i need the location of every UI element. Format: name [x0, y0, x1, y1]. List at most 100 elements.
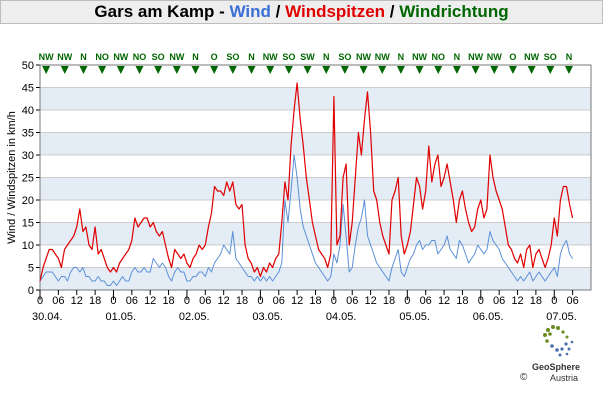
x-tick-label: 06	[199, 295, 211, 307]
direction-label: NW	[57, 52, 72, 62]
direction-label: N	[323, 52, 330, 62]
direction-arrow	[172, 66, 181, 74]
direction-label: NW	[487, 52, 502, 62]
direction-label: SO	[152, 52, 165, 62]
y-tick-label: 0	[28, 285, 34, 297]
x-tick-label: 06	[420, 295, 432, 307]
direction-label: NW	[356, 52, 371, 62]
direction-arrow	[98, 66, 107, 74]
direction-label: N	[192, 52, 199, 62]
direction-arrow	[247, 66, 256, 74]
direction-arrow	[527, 66, 536, 74]
y-tick-label: 40	[22, 105, 34, 117]
x-tick-label: 06	[52, 295, 64, 307]
x-tick-label: 18	[236, 295, 248, 307]
x-tick-label: 18	[456, 295, 468, 307]
y-tick-label: 50	[22, 60, 34, 72]
direction-arrow	[228, 66, 237, 74]
direction-arrow	[303, 66, 312, 74]
day-label: 06.05.	[473, 311, 504, 323]
x-tick-label: 18	[309, 295, 321, 307]
direction-arrow	[508, 66, 517, 74]
day-label: 30.04.	[32, 311, 63, 323]
day-label: 02.05.	[179, 311, 210, 323]
x-tick-label: 0	[37, 295, 43, 307]
plot-band	[40, 177, 591, 200]
direction-label: O	[509, 52, 516, 62]
direction-arrow	[340, 66, 349, 74]
title-sep1: /	[270, 2, 286, 21]
direction-arrow	[154, 66, 163, 74]
direction-arrow	[60, 66, 69, 74]
x-tick-label: 0	[478, 295, 484, 307]
direction-arrow	[378, 66, 387, 74]
x-tick-label: 18	[530, 295, 542, 307]
x-tick-label: 06	[567, 295, 579, 307]
x-tick-label: 06	[273, 295, 285, 307]
direction-arrow	[42, 66, 51, 74]
direction-label: NW	[524, 52, 539, 62]
direction-arrow	[415, 66, 424, 74]
direction-arrow	[266, 66, 275, 74]
direction-label: SO	[226, 52, 239, 62]
direction-label: NO	[95, 52, 109, 62]
y-tick-label: 20	[22, 195, 34, 207]
direction-label: NW	[113, 52, 128, 62]
y-tick-label: 5	[28, 263, 34, 275]
direction-label: NW	[412, 52, 427, 62]
y-axis-label: Wind / Windspitzen in km/h	[6, 111, 18, 244]
direction-label: NW	[169, 52, 184, 62]
direction-arrow	[210, 66, 219, 74]
x-tick-label: 12	[364, 295, 376, 307]
title-direction: Windrichtung	[399, 2, 509, 21]
direction-label: NW	[468, 52, 483, 62]
direction-label: N	[566, 52, 573, 62]
direction-arrow	[135, 66, 144, 74]
day-label: 07.05.	[546, 311, 577, 323]
gust-series-line	[39, 82, 574, 282]
direction-label: NW	[39, 52, 54, 62]
direction-label: SO	[544, 52, 557, 62]
direction-label: NW	[375, 52, 390, 62]
y-tick-label: 10	[22, 240, 34, 252]
direction-arrow	[564, 66, 573, 74]
direction-label: NO	[133, 52, 147, 62]
x-tick-label: 18	[383, 295, 395, 307]
direction-arrow	[191, 66, 200, 74]
x-tick-label: 0	[257, 295, 263, 307]
direction-arrow	[452, 66, 461, 74]
direction-label: SO	[338, 52, 351, 62]
x-tick-label: 0	[551, 295, 557, 307]
x-tick-label: 0	[110, 295, 116, 307]
direction-arrow	[396, 66, 405, 74]
x-tick-label: 12	[291, 295, 303, 307]
direction-label: NO	[432, 52, 446, 62]
x-tick-label: 06	[493, 295, 505, 307]
direction-label: SO	[282, 52, 295, 62]
direction-label: N	[454, 52, 461, 62]
day-label: 03.05.	[252, 311, 283, 323]
x-tick-label: 06	[126, 295, 138, 307]
logo-sub: Austria	[550, 373, 579, 383]
direction-label: N	[398, 52, 405, 62]
direction-arrow	[79, 66, 88, 74]
x-tick-label: 0	[184, 295, 190, 307]
direction-arrow	[490, 66, 499, 74]
direction-label: N	[80, 52, 87, 62]
x-tick-label: 12	[438, 295, 450, 307]
y-tick-label: 30	[22, 150, 34, 162]
y-tick-label: 45	[22, 83, 34, 95]
copyright-symbol: ©	[520, 372, 528, 383]
x-tick-label: 12	[71, 295, 83, 307]
title-sep2: /	[385, 2, 400, 21]
direction-arrow	[434, 66, 443, 74]
direction-label: SW	[300, 52, 315, 62]
x-tick-label: 06	[346, 295, 358, 307]
direction-label: NW	[263, 52, 278, 62]
x-tick-label: 18	[89, 295, 101, 307]
title-wind: Wind	[229, 2, 271, 21]
geosphere-logo: © GeoSphere Austria	[512, 322, 600, 392]
geosphere-logo-icon	[543, 325, 574, 357]
direction-arrow	[359, 66, 368, 74]
